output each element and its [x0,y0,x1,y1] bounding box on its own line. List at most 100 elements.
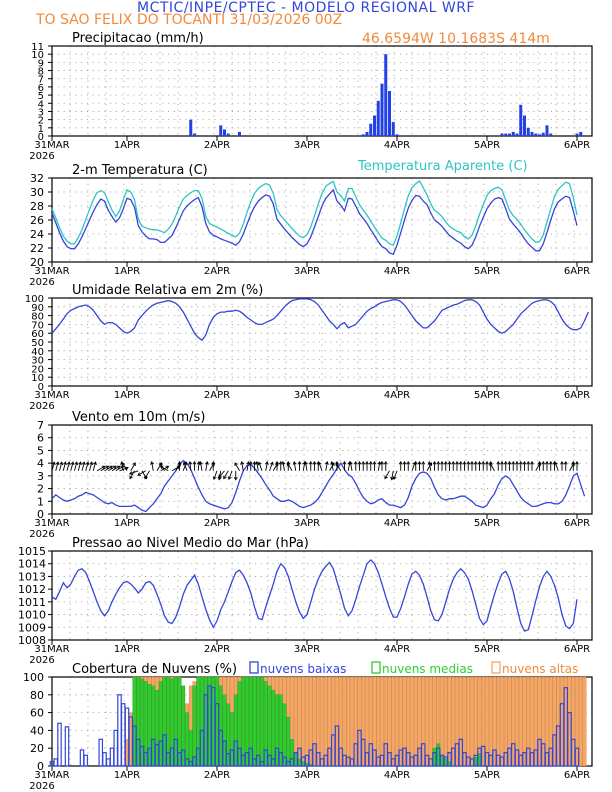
wind-barb-head [317,461,322,466]
location-date-label: TO SAO FELIX DO TOCANTI 31/03/2026 00Z [36,12,343,28]
wind-barb-head [342,460,347,465]
mid-cloud-bar [185,712,189,767]
wind-barb-head [211,460,216,465]
high-cloud-bar [518,676,523,767]
wind-barb [349,461,353,471]
wind-barb-head [192,460,197,465]
wind-barb-head [348,461,353,465]
precip-bar [511,131,515,136]
low-cloud-bar [102,752,107,767]
y-tick-label: 1008 [18,634,46,647]
panel-title: Vento em 10m (m/s) [72,410,205,425]
wind-barb-head [548,460,553,465]
low-cloud-bar [574,747,580,767]
y-tick-label: 2 [38,116,44,127]
x-tick-label: 5APR [474,518,500,529]
wind-barb-head [462,460,467,465]
wind-barb-head [177,460,182,465]
wind-barb-head [500,460,504,465]
x-tick-label: 2APR [204,644,230,655]
wind-barb-head [496,460,501,465]
low-cloud-bar [57,722,62,767]
y-tick-label: 80 [30,689,44,702]
y-tick-label: 3 [38,107,44,118]
wind-barb-head [240,461,245,465]
wind-barb-head [212,476,217,481]
wind-barb [325,461,328,471]
wind-barb-head [503,460,508,465]
wind-barb-head [417,460,422,465]
panel-title: Umidade Relativa em 2m (%) [72,283,263,298]
panel-title: 2-m Temperatura (C) [72,163,208,178]
wind-barb-head [248,460,253,465]
precip-bar [549,133,553,136]
wind-barb-head [159,462,163,467]
y-tick-label: 0 [38,132,44,143]
apparent-temp-line [51,179,578,247]
high-cloud-bar [342,676,347,767]
y-tick-label: 22 [30,242,44,255]
wind-barb-head [507,460,512,465]
wind-barb [384,470,390,479]
x-year-label: 2026 [29,151,54,162]
wind-barb-head [443,460,448,465]
wind-barb [234,462,240,471]
precip-bar [193,133,196,136]
wind-barb [246,461,250,471]
wind-barb [269,462,274,471]
wind-barb-head [575,460,579,465]
y-tick-label: 1 [37,495,44,508]
wind-speed-line [51,459,586,513]
x-tick-label: 31MAR [34,518,69,529]
wind-barb-head [563,460,568,465]
high-cloud-bar [380,676,384,767]
wind-barb-head [526,460,531,465]
precip-bar [534,133,538,136]
wind-barb-head [560,460,564,465]
wind-barb-head [518,460,523,465]
y-tick-label: 20 [30,256,44,269]
wind-barb-head [303,461,308,465]
wind-barb [144,470,150,479]
wind-barb-head [159,465,164,470]
high-cloud-bar [440,676,444,767]
mid-cloud-bar [188,730,193,767]
legend-swatch-2 [491,661,501,674]
precip-bar [519,104,523,136]
wind-barb-head [297,460,302,465]
wind-barb-head [537,460,542,465]
wind-barb [218,470,225,478]
wind-barb [59,461,63,471]
humidity-line [51,298,589,342]
precip-bar [238,131,241,136]
chart-main-title: MCTIC/INPE/CPTEC - MODELO REGIONAL WRF [137,0,475,16]
panel-5: 0 20 40 60 80 100 31MAR 1APR 2APR 3APR 4APR 5APR 6AP… [23,661,593,792]
wind-barb-head [372,460,377,465]
wind-barb-head [89,461,94,466]
wind-barb-head [223,475,227,480]
y-tick-label: 5 [38,91,44,102]
x-tick-label: 4APR [384,518,410,529]
legend-apparent-temp: Temperatura Aparente (C) [357,159,528,174]
wind-barb-head [59,461,64,466]
high-cloud-bar [488,676,493,767]
x-tick-label: 2APR [204,390,230,401]
precip-bar [373,115,376,136]
precip-bar [523,115,526,136]
y-tick-label: 90 [31,303,44,314]
wind-barb [100,465,109,472]
wind-barb-head [188,460,193,465]
wind-barb-head [554,461,558,466]
wind-barb [74,461,78,471]
x-tick-label: 4APR [384,266,410,277]
y-tick-label: 2 [37,483,44,496]
wind-barb-head [406,460,411,465]
wind-barb-head [66,461,71,466]
wind-barb [62,461,67,471]
wind-barb [96,465,106,472]
high-cloud-bar [376,676,381,767]
mid-cloud-bar [241,676,246,767]
wind-barb [119,467,129,472]
